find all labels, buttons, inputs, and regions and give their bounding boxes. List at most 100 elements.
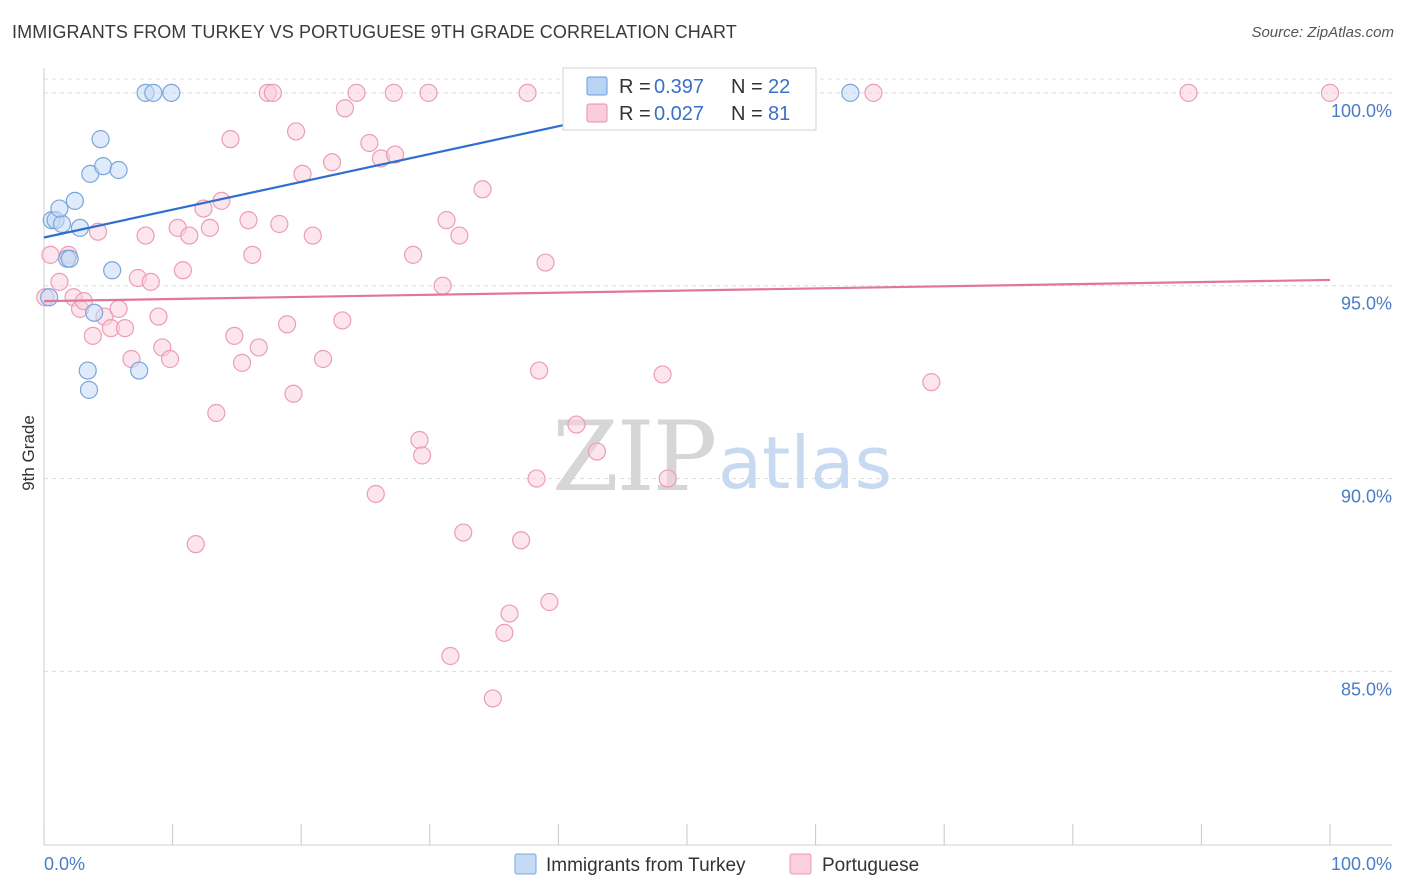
point-portuguese [173,261,192,280]
grid-lines [44,78,1392,672]
point-turkey [103,261,122,280]
point-turkey [60,249,79,268]
point-portuguese [385,145,405,164]
point-portuguese [347,83,366,102]
bottom-legend-swatch-turkey [514,853,537,875]
data-points [36,83,1340,708]
point-portuguese [410,430,429,450]
point-portuguese [286,122,306,141]
point-portuguese [483,689,502,708]
point-turkey [841,83,860,102]
watermark-atlas: atlas [718,421,892,505]
point-portuguese [284,384,303,403]
point-portuguese [186,535,205,554]
y-tick-label: 90.0% [1341,487,1392,507]
trend-line-portuguese [43,278,1331,303]
stats-legend: R = 0.397 N = 22 R = 0.027 N = 81 [562,67,817,131]
point-portuguese [141,272,160,291]
point-portuguese [303,226,322,245]
point-portuguese [518,83,537,102]
point-portuguese [200,218,219,237]
point-portuguese [263,83,283,102]
point-portuguese [180,226,199,245]
point-turkey [109,160,128,180]
watermark: ZIP atlas [552,401,892,513]
point-portuguese [333,311,352,330]
bottom-legend-label-turkey: Immigrants from Turkey [546,855,746,876]
point-portuguese [243,245,262,264]
x-tick-label-min: 0.0% [44,854,85,874]
point-portuguese [1320,83,1340,102]
point-turkey [65,191,84,210]
point-turkey [78,361,97,380]
point-turkey [40,288,59,307]
point-turkey [91,130,110,149]
point-portuguese [83,326,102,345]
point-portuguese [207,403,226,423]
point-turkey [130,361,149,380]
tick-labels: 85.0% 90.0% 95.0% 100.0% 0.0% 100.0% [44,101,1392,874]
point-turkey [144,83,163,102]
point-turkey [50,199,69,218]
point-portuguese [322,153,342,172]
point-portuguese [500,604,519,623]
legend-r-label-portuguese: R = [619,103,651,125]
legend-r-label-turkey: R = [619,76,651,98]
point-portuguese [335,99,355,118]
point-portuguese [221,130,240,149]
point-portuguese [473,180,492,199]
point-portuguese [412,446,432,465]
legend-r-value-portuguese: 0.027 [654,103,704,125]
legend-r-value-turkey: 0.397 [654,76,704,98]
point-turkey [162,83,181,102]
legend-n-label-turkey: N = [731,76,763,98]
bottom-legend-label-portuguese: Portuguese [822,855,919,876]
point-portuguese [527,469,546,488]
y-axis-label: 9th Grade [19,415,38,491]
source-label: Source: ZipAtlas.com [1251,24,1394,41]
point-turkey [94,157,113,176]
point-portuguese [922,373,941,392]
chart-title: IMMIGRANTS FROM TURKEY VS PORTUGUESE 9TH… [12,22,737,42]
point-portuguese [587,442,607,461]
axes [43,68,1392,846]
point-portuguese [232,353,252,372]
point-portuguese [450,226,469,245]
x-tick-label-max: 100.0% [1331,854,1392,874]
point-portuguese [536,253,555,272]
bottom-legend-swatch-portuguese [789,853,812,875]
point-portuguese [41,245,60,264]
point-portuguese [530,361,549,380]
legend-n-value-turkey: 22 [768,76,790,98]
point-portuguese [495,623,514,642]
point-portuguese [419,83,438,102]
point-turkey [79,380,99,399]
point-portuguese [149,307,168,326]
point-portuguese [567,415,586,434]
y-tick-label: 85.0% [1341,679,1392,699]
point-portuguese [225,326,244,345]
point-portuguese [441,646,460,666]
point-portuguese [109,299,128,318]
point-portuguese [313,349,333,369]
legend-n-label-portuguese: N = [731,103,763,125]
point-portuguese [270,214,289,234]
point-portuguese [433,276,452,295]
legend-swatch-turkey [586,76,608,96]
point-portuguese [50,272,69,291]
point-portuguese [1179,83,1198,102]
y-tick-label: 100.0% [1331,101,1392,121]
point-portuguese [540,592,559,612]
y-tick-label: 95.0% [1341,294,1392,314]
legend-swatch-portuguese [586,103,608,123]
legend-n-value-portuguese: 81 [768,103,790,125]
point-portuguese [360,133,379,153]
point-portuguese [239,211,258,230]
point-portuguese [512,531,531,550]
point-portuguese [437,211,456,230]
point-portuguese [658,469,677,488]
point-portuguese [115,319,135,338]
point-portuguese [454,523,473,542]
point-portuguese [366,484,385,504]
